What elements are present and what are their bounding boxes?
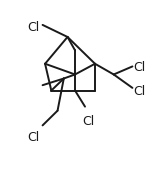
Text: Cl: Cl bbox=[82, 115, 95, 128]
Text: Cl: Cl bbox=[28, 21, 40, 34]
Text: Cl: Cl bbox=[28, 131, 40, 144]
Text: Cl: Cl bbox=[134, 61, 146, 74]
Text: Cl: Cl bbox=[134, 85, 146, 98]
